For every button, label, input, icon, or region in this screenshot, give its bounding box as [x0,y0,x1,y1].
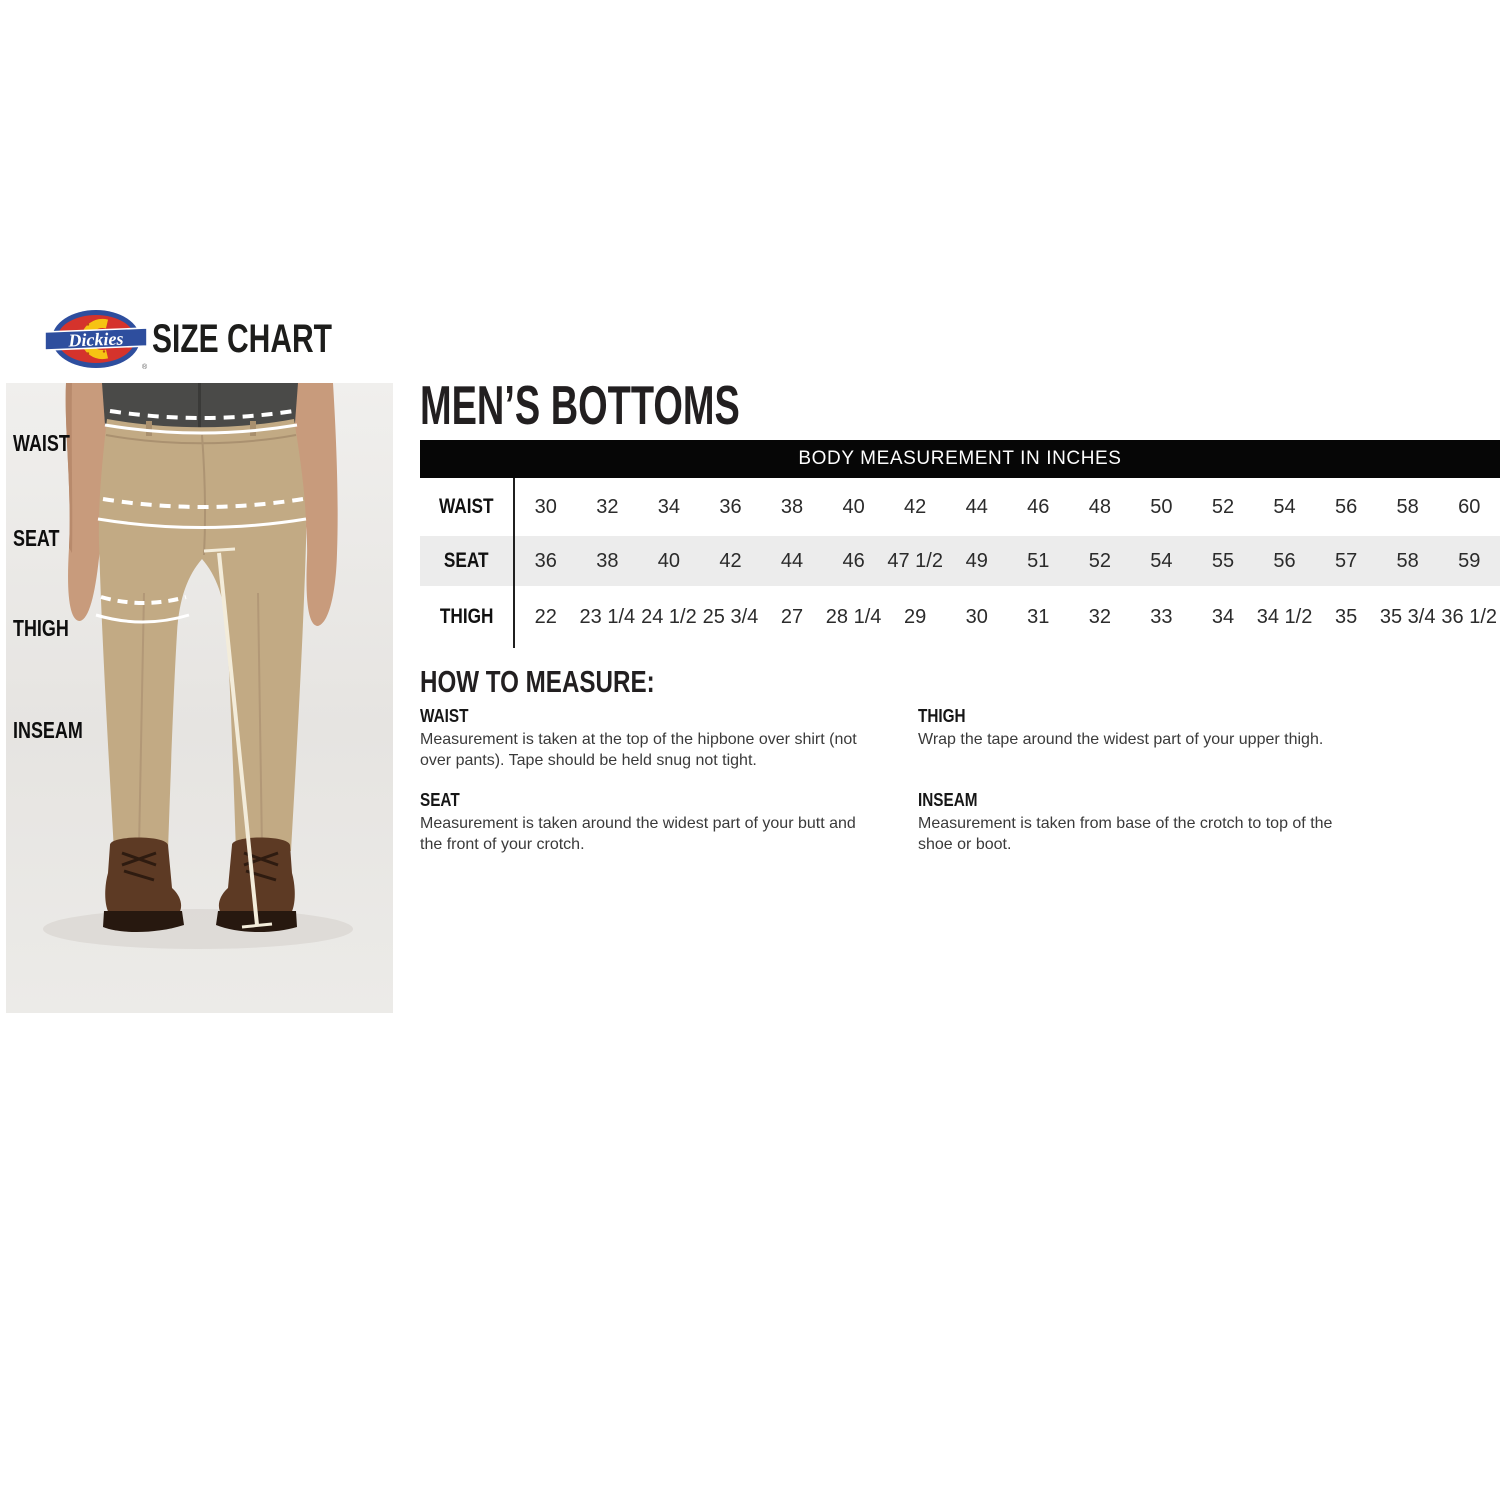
figure-label-inseam: INSEAM [13,717,83,743]
table-cell: 40 [657,549,681,572]
table-cell: 25 3/4 [702,605,759,628]
registered-mark: ® [142,363,148,371]
table-row-seat: SEAT 36 38 40 42 44 46 47 1/2 49 51 52 54 55 56 57 58 59 [420,536,1500,586]
table-cell: 60 [1458,495,1481,518]
figure-label-waist: WAIST [13,430,70,456]
table-body: WAIST 30 32 34 36 38 40 42 44 46 48 50 52 54 56 58 60 SEA… [420,478,1500,648]
table-cell: 36 [719,495,742,518]
table-cell: 52 [1211,495,1235,518]
man-figure-illustration [43,383,353,949]
table-cell: 28 1/4 [825,605,882,628]
how-to-measure-left-column: WAIST Measurement is taken at the top of… [420,706,918,874]
table-cell: 34 [1211,605,1235,628]
table-cell: 40 [842,495,865,518]
table-row-label: SEAT [420,536,515,586]
table-cell: 54 [1273,495,1296,518]
table-row-thigh: THIGH 22 23 1/4 24 1/2 25 3/4 27 28 1/4 29 30 31 3… [420,586,1500,648]
table-cell: 57 [1334,549,1358,572]
table-cell: 47 1/2 [887,549,943,572]
table-cell: 48 [1088,495,1111,518]
measurement-figure-photo: WAIST SEAT THIGH INSEAM [6,383,393,1013]
table-cell: 30 [534,495,557,518]
table-cell: 44 [965,495,988,518]
table-cell: 27 [780,605,804,628]
dickies-logo: Dickies ® [44,309,148,371]
how-to-item-inseam: INSEAM Measurement is taken from base of… [918,790,1333,853]
table-cell: 56 [1273,549,1296,572]
table-cell: 31 [1027,605,1050,628]
table-cell: 29 [904,605,927,628]
table-cell: 33 [1150,605,1173,628]
table-cell: 50 [1150,495,1173,518]
table-cell: 35 3/4 [1379,605,1436,628]
table-cell: 36 [534,549,557,572]
table-cell: 58 [1396,549,1419,572]
size-table: BODY MEASUREMENT IN INCHES WAIST 30 32 34 36… [420,440,1500,648]
table-cell: 23 1/4 [579,605,636,628]
table-row-label: THIGH [420,586,515,648]
table-cell: 51 [1027,549,1050,572]
figure-label-thigh: THIGH [13,615,69,641]
table-cell: 56 [1334,495,1358,518]
table-cell: 36 1/2 [1441,605,1498,628]
table-cell: 38 [596,549,619,572]
how-to-item-waist: WAIST Measurement is taken at the top of… [420,706,857,769]
table-cell: 46 [1027,495,1050,518]
page-title: SIZE CHART [152,317,332,361]
table-header-text: BODY MEASUREMENT IN INCHES [798,448,1122,469]
table-cell: 46 [842,549,865,572]
table-cell: 52 [1088,549,1111,572]
table-cell: 42 [719,549,742,572]
table-cell: 55 [1211,549,1235,572]
table-cell: 49 [965,549,988,572]
how-to-measure-title: HOW TO MEASURE: [420,664,655,699]
section-title: MEN’S BOTTOMS [420,374,740,436]
table-cell: 42 [904,495,927,518]
table-cell: 24 1/2 [641,605,697,628]
table-cell: 32 [596,495,619,518]
table-cell: 35 [1334,605,1358,628]
table-cell: 38 [780,495,804,518]
logo-wordmark: Dickies [67,329,124,351]
table-cell: 34 [657,495,681,518]
how-to-measure-section: WAIST Measurement is taken at the top of… [420,706,1500,874]
table-header-bar: BODY MEASUREMENT IN INCHES [420,440,1500,478]
how-to-item-seat: SEAT Measurement is taken around the wid… [420,790,856,853]
table-cell: 22 [534,605,557,628]
table-cell: 58 [1396,495,1419,518]
table-row-label: WAIST [420,478,515,536]
table-row-waist: WAIST 30 32 34 36 38 40 42 44 46 48 50 52 54 56 58 60 [420,478,1500,536]
table-cell: 54 [1150,549,1173,572]
table-cell: 30 [965,605,988,628]
table-cell: 34 1/2 [1256,605,1313,628]
table-cell: 59 [1458,549,1481,572]
how-to-measure-right-column: THIGH Wrap the tape around the widest pa… [918,706,1500,874]
figure-label-seat: SEAT [13,525,60,551]
table-cell: 44 [780,549,804,572]
how-to-item-thigh: THIGH Wrap the tape around the widest pa… [918,706,1324,748]
table-cell: 32 [1088,605,1111,628]
